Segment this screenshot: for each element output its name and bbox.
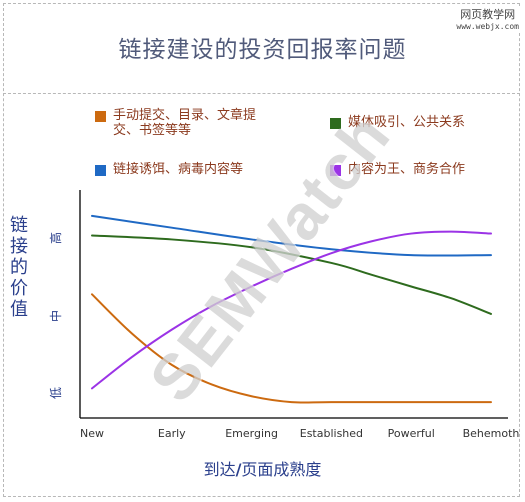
x-axis-label-part1: 到达 <box>203 460 236 479</box>
x-axis-label: 到达/页面成熟度 <box>0 456 525 480</box>
site-watermark-cn: 网页教学网 <box>460 8 516 21</box>
page-frame <box>3 3 520 497</box>
series-line <box>91 234 492 315</box>
x-tick-label: Established <box>300 427 363 440</box>
header-divider <box>3 93 520 94</box>
x-axis-label-slash: / <box>235 460 242 479</box>
x-tick-label: Emerging <box>225 427 278 440</box>
legend-item-media: 媒体吸引、公共关系 <box>330 115 465 130</box>
legend-item-manual: 手动提交、目录、文章提交、书签等等 <box>95 108 273 138</box>
y-axis-label: 链接的价值 <box>10 215 28 320</box>
legend-swatch-manual <box>95 111 106 122</box>
x-tick-label: Powerful <box>388 427 435 440</box>
series-line <box>91 293 492 404</box>
legend-item-linkbait: 链接诱饵、病毒内容等 <box>95 162 243 177</box>
y-tick-label: 中 <box>48 310 63 322</box>
legend-label-media: 媒体吸引、公共关系 <box>348 115 466 130</box>
x-tick-label: Early <box>158 427 186 440</box>
legend-item-content: 内容为王、商务合作 <box>330 162 465 177</box>
series-line <box>91 230 492 390</box>
site-watermark: 网页教学网 www.webjx.com <box>454 6 521 31</box>
x-tick-label: Behemoth <box>463 427 520 440</box>
x-axis-label-part2: 页面成熟度 <box>241 460 322 479</box>
legend-label-linkbait: 链接诱饵、病毒内容等 <box>113 162 244 177</box>
series-line <box>91 214 492 257</box>
y-tick-label: 低 <box>49 387 63 399</box>
legend-swatch-content <box>330 165 341 176</box>
legend-swatch-linkbait <box>95 165 106 176</box>
site-watermark-en: www.webjx.com <box>456 22 519 31</box>
y-tick-label: 高 <box>48 232 63 244</box>
legend-label-content: 内容为王、商务合作 <box>348 162 466 177</box>
legend-label-manual: 手动提交、目录、文章提交、书签等等 <box>113 108 257 138</box>
legend-swatch-media <box>330 118 341 129</box>
chart-title: 链接建设的投资回报率问题 <box>118 37 407 63</box>
x-tick-label: New <box>80 427 104 440</box>
